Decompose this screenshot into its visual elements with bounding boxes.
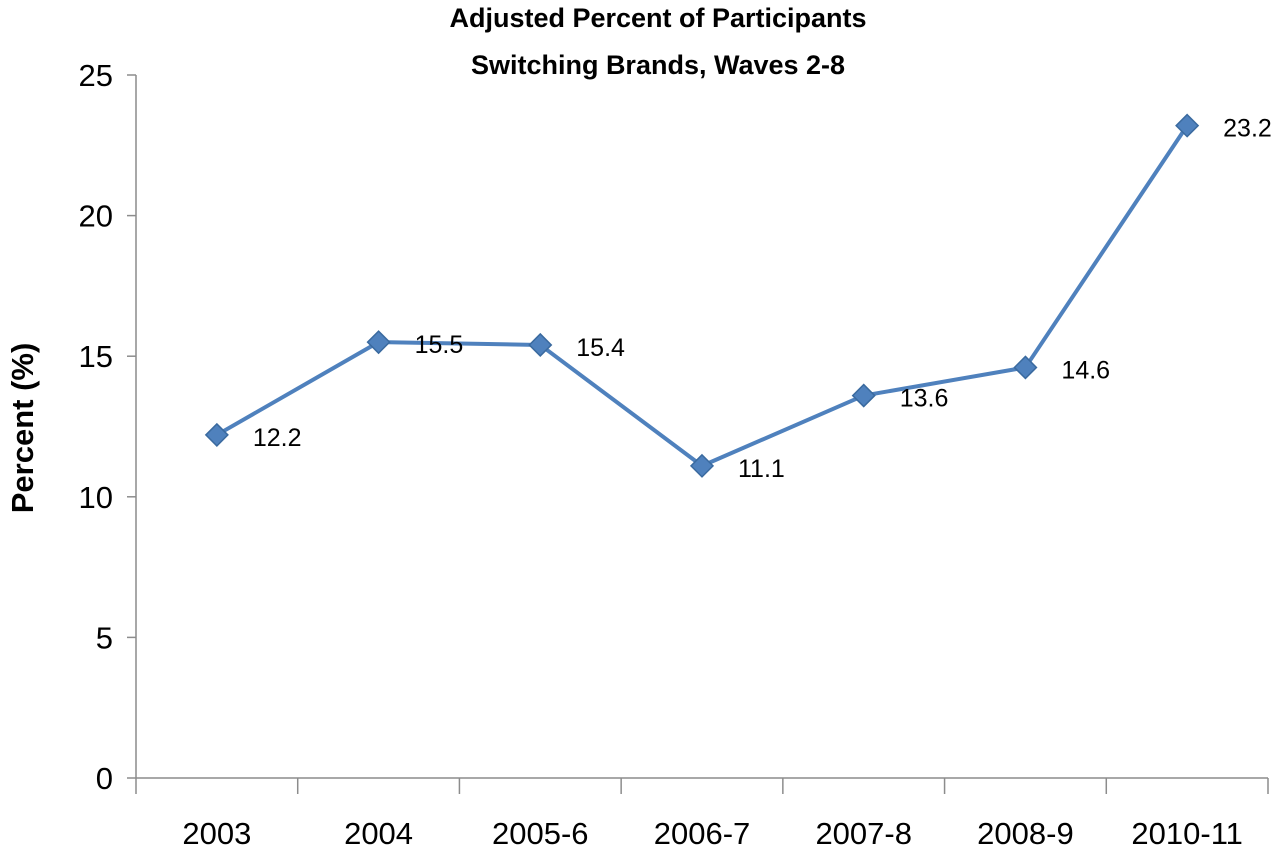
x-axis-ticks: 2003 2004 2005-6 2006-7 2007-8 2008-9 2010-11	[135, 778, 1269, 849]
chart-title-line-2: Switching Brands, Waves 2-8	[471, 50, 845, 80]
data-label: 12.2	[253, 424, 302, 452]
y-tick-label: 10	[79, 480, 113, 515]
data-labels: 12.2 15.5 15.4 11.1 13.6 14.6 23.2	[253, 115, 1272, 483]
data-label: 15.5	[415, 331, 464, 359]
data-label: 14.6	[1061, 356, 1110, 384]
data-point-marker	[851, 383, 876, 408]
y-tick-label: 20	[79, 199, 113, 234]
y-tick-label: 25	[79, 58, 113, 93]
chart-title-line-1: Adjusted Percent of Participants	[449, 3, 866, 33]
data-point-marker	[1013, 355, 1038, 380]
data-point-marker	[204, 422, 229, 447]
data-point-marker	[1175, 113, 1200, 138]
y-axis-ticks: 0 5 10 15 20 25	[79, 58, 136, 796]
x-tick-label: 2004	[344, 816, 413, 849]
y-tick-label: 15	[79, 339, 113, 374]
x-tick-label: 2008-9	[977, 816, 1074, 849]
y-tick-label: 5	[96, 620, 113, 655]
x-tick-label: 2005-6	[492, 816, 589, 849]
y-tick-label: 0	[96, 761, 113, 796]
x-tick-label: 2006-7	[654, 816, 751, 849]
y-axis-label: Percent (%)	[5, 343, 40, 514]
x-tick-label: 2007-8	[815, 816, 912, 849]
data-label: 23.2	[1223, 115, 1272, 143]
data-label: 13.6	[900, 385, 949, 413]
data-label: 11.1	[738, 455, 785, 483]
x-tick-label: 2003	[182, 816, 251, 849]
axes	[135, 75, 1268, 779]
chart-title: Adjusted Percent of Participants Switchi…	[449, 3, 866, 80]
series-line	[214, 123, 1190, 468]
x-tick-label: 2010-11	[1131, 816, 1242, 849]
data-label: 15.4	[576, 334, 625, 362]
data-point-marker	[689, 453, 715, 478]
data-point-marker	[366, 330, 391, 355]
data-series	[204, 113, 1200, 478]
data-point-marker	[528, 332, 553, 358]
